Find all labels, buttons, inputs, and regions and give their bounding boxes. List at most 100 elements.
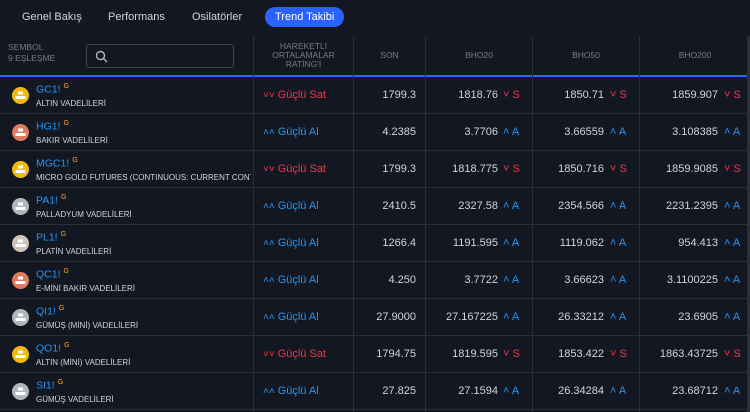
chevron-up-icon: ˄ (610, 237, 617, 249)
table-row[interactable]: QI1! G GÜMÜŞ (MİNİ) VADELİLERİ ˄˄ Güçlü Al… (0, 299, 750, 336)
chevron-up-icon: ˄ (503, 311, 510, 323)
bho20-signal: ˄ A (503, 262, 519, 298)
chevron-up-icon: ˄ (724, 126, 731, 138)
bho200-signal: ˄ A (724, 114, 740, 150)
symbol-header-label: SEMBOL (8, 42, 44, 52)
silver-bars-icon (12, 383, 29, 400)
chevron-up-icon: ˄ (503, 385, 510, 397)
bho50-signal-label: S (619, 348, 627, 360)
bho200-signal: ˄ A (724, 188, 740, 224)
ma-rating-label: Güçlü Sat (277, 348, 326, 360)
search-input[interactable] (86, 44, 234, 68)
delay-badge: G (63, 268, 69, 275)
bho50-signal-label: A (618, 200, 627, 212)
chevron-up-icon: ˄ (503, 237, 510, 249)
bho50-signal: ˅ S (610, 77, 627, 113)
bho50-value: 1119.062 (559, 237, 604, 249)
symbol-ticker[interactable]: MGC1! (36, 157, 70, 170)
ma-rating: ˄˄ Güçlü Al (263, 299, 319, 335)
bho200-signal-label: S (733, 348, 741, 360)
symbol-ticker[interactable]: QO1! (36, 342, 62, 355)
bho50-column-header[interactable]: BHO50 (532, 36, 639, 75)
table-row[interactable]: QC1! G E-MİNİ BAKIR VADELİLERİ ˄˄ Güçlü Al… (0, 262, 750, 299)
ma-rating: ˅˅ Güçlü Sat (263, 151, 326, 187)
bho50-value: 3.66559 (564, 126, 604, 138)
double-chevron-down-icon: ˅˅ (263, 349, 275, 360)
gold-bars-icon (12, 161, 29, 178)
symbol-description: MICRO GOLD FUTURES (CONTINUOUS: CURRENT … (36, 173, 251, 182)
bho20-value: 2327.58 (458, 200, 498, 212)
symbol-ticker[interactable]: SI1! (36, 379, 55, 392)
table-row[interactable]: GC1! G ALTIN VADELİLERİ ˅˅ Güçlü Sat 1799.… (0, 77, 750, 114)
bho20-value: 1819.595 (452, 348, 498, 360)
column-divider (639, 36, 640, 412)
delay-badge: G (63, 83, 69, 90)
symbol-link[interactable]: QC1! G (36, 268, 69, 281)
symbol-link[interactable]: MGC1! G (36, 157, 78, 170)
double-chevron-up-icon: ˄˄ (263, 201, 275, 212)
platinum-bars-icon (12, 235, 29, 252)
symbol-link[interactable]: PL1! G (36, 231, 66, 244)
column-divider (425, 36, 426, 412)
symbol-link[interactable]: PA1! G (36, 194, 66, 207)
symbol-header: SEMBOL 9 EŞLEŞME (8, 42, 55, 64)
bho50-value: 26.33212 (558, 311, 604, 323)
bho20-signal-label: A (511, 311, 520, 323)
symbol-link[interactable]: GC1! G (36, 83, 69, 96)
symbol-link[interactable]: HG1! G (36, 120, 69, 133)
tab-overview[interactable]: Genel Bakış (22, 11, 82, 23)
gold-bars-icon (12, 87, 29, 104)
symbol-link[interactable]: SI1! G (36, 379, 63, 392)
ma-rating: ˄˄ Güçlü Al (263, 373, 319, 409)
last-column-header[interactable]: SON (353, 36, 425, 75)
chevron-up-icon: ˄ (610, 200, 617, 212)
last-price: 27.825 (382, 385, 416, 397)
bho200-column-header[interactable]: BHO200 (639, 36, 750, 75)
bho20-column-header[interactable]: BHO20 (425, 36, 532, 75)
bho200-signal-label: A (732, 311, 741, 323)
bho200-value: 1859.907 (672, 89, 718, 101)
bho20-value: 27.167225 (446, 311, 498, 323)
symbol-ticker[interactable]: GC1! (36, 83, 61, 96)
chevron-down-icon: ˅ (610, 163, 617, 175)
tab-performance[interactable]: Performans (108, 11, 165, 23)
tab-oscillators[interactable]: Osilatörler (192, 11, 243, 23)
column-divider (253, 36, 254, 412)
ma-rating: ˅˅ Güçlü Sat (263, 336, 326, 372)
ma-rating-label: Güçlü Sat (277, 163, 326, 175)
bho200-value: 3.108385 (672, 126, 718, 138)
chevron-down-icon: ˅ (503, 348, 510, 360)
last-price: 1794.75 (376, 348, 416, 360)
table-row[interactable]: PL1! G PLATİN VADELİLERİ ˄˄ Güçlü Al 1266.… (0, 225, 750, 262)
symbol-ticker[interactable]: PL1! (36, 231, 58, 244)
symbol-ticker[interactable]: PA1! (36, 194, 58, 207)
bho200-value: 2231.2395 (666, 200, 718, 212)
bho200-signal-label: A (732, 200, 741, 212)
symbol-ticker[interactable]: QI1! (36, 305, 56, 318)
symbol-ticker[interactable]: QC1! (36, 268, 61, 281)
bho50-signal: ˄ A (610, 225, 626, 261)
symbol-link[interactable]: QI1! G (36, 305, 64, 318)
table-row[interactable]: MGC1! G MICRO GOLD FUTURES (CONTINUOUS: C… (0, 151, 750, 188)
bho50-signal-label: S (619, 163, 627, 175)
chevron-down-icon: ˅ (503, 89, 510, 101)
bho50-signal-label: A (618, 311, 627, 323)
table-row[interactable]: QO1! G ALTIN (MİNİ) VADELİLERİ ˅˅ Güçlü Sa… (0, 336, 750, 373)
ma-rating-label: Güçlü Al (277, 237, 319, 249)
table-row[interactable]: SI1! G GÜMÜŞ VADELİLERİ ˄˄ Güçlü Al 27.825… (0, 373, 750, 410)
rating-column-header[interactable]: HAREKETLİ ORTALAMALAR RATİNG'İ (253, 36, 353, 75)
bho20-signal-label: A (511, 237, 520, 249)
double-chevron-up-icon: ˄˄ (263, 386, 275, 397)
table-row[interactable]: PA1! G PALLADYUM VADELİLERİ ˄˄ Güçlü Al 24… (0, 188, 750, 225)
symbol-link[interactable]: QO1! G (36, 342, 70, 355)
chevron-down-icon: ˅ (610, 348, 617, 360)
bho200-signal: ˅ S (724, 151, 741, 187)
chevron-up-icon: ˄ (724, 385, 731, 397)
column-divider (532, 36, 533, 412)
tab-trend-following[interactable]: Trend Takibi (265, 7, 345, 27)
table-row[interactable]: HG1! G BAKIR VADELİLERİ ˄˄ Güçlü Al 4.2385… (0, 114, 750, 151)
chevron-down-icon: ˅ (610, 89, 617, 101)
scrollbar[interactable] (747, 36, 750, 412)
symbol-ticker[interactable]: HG1! (36, 120, 61, 133)
delay-badge: G (64, 342, 70, 349)
